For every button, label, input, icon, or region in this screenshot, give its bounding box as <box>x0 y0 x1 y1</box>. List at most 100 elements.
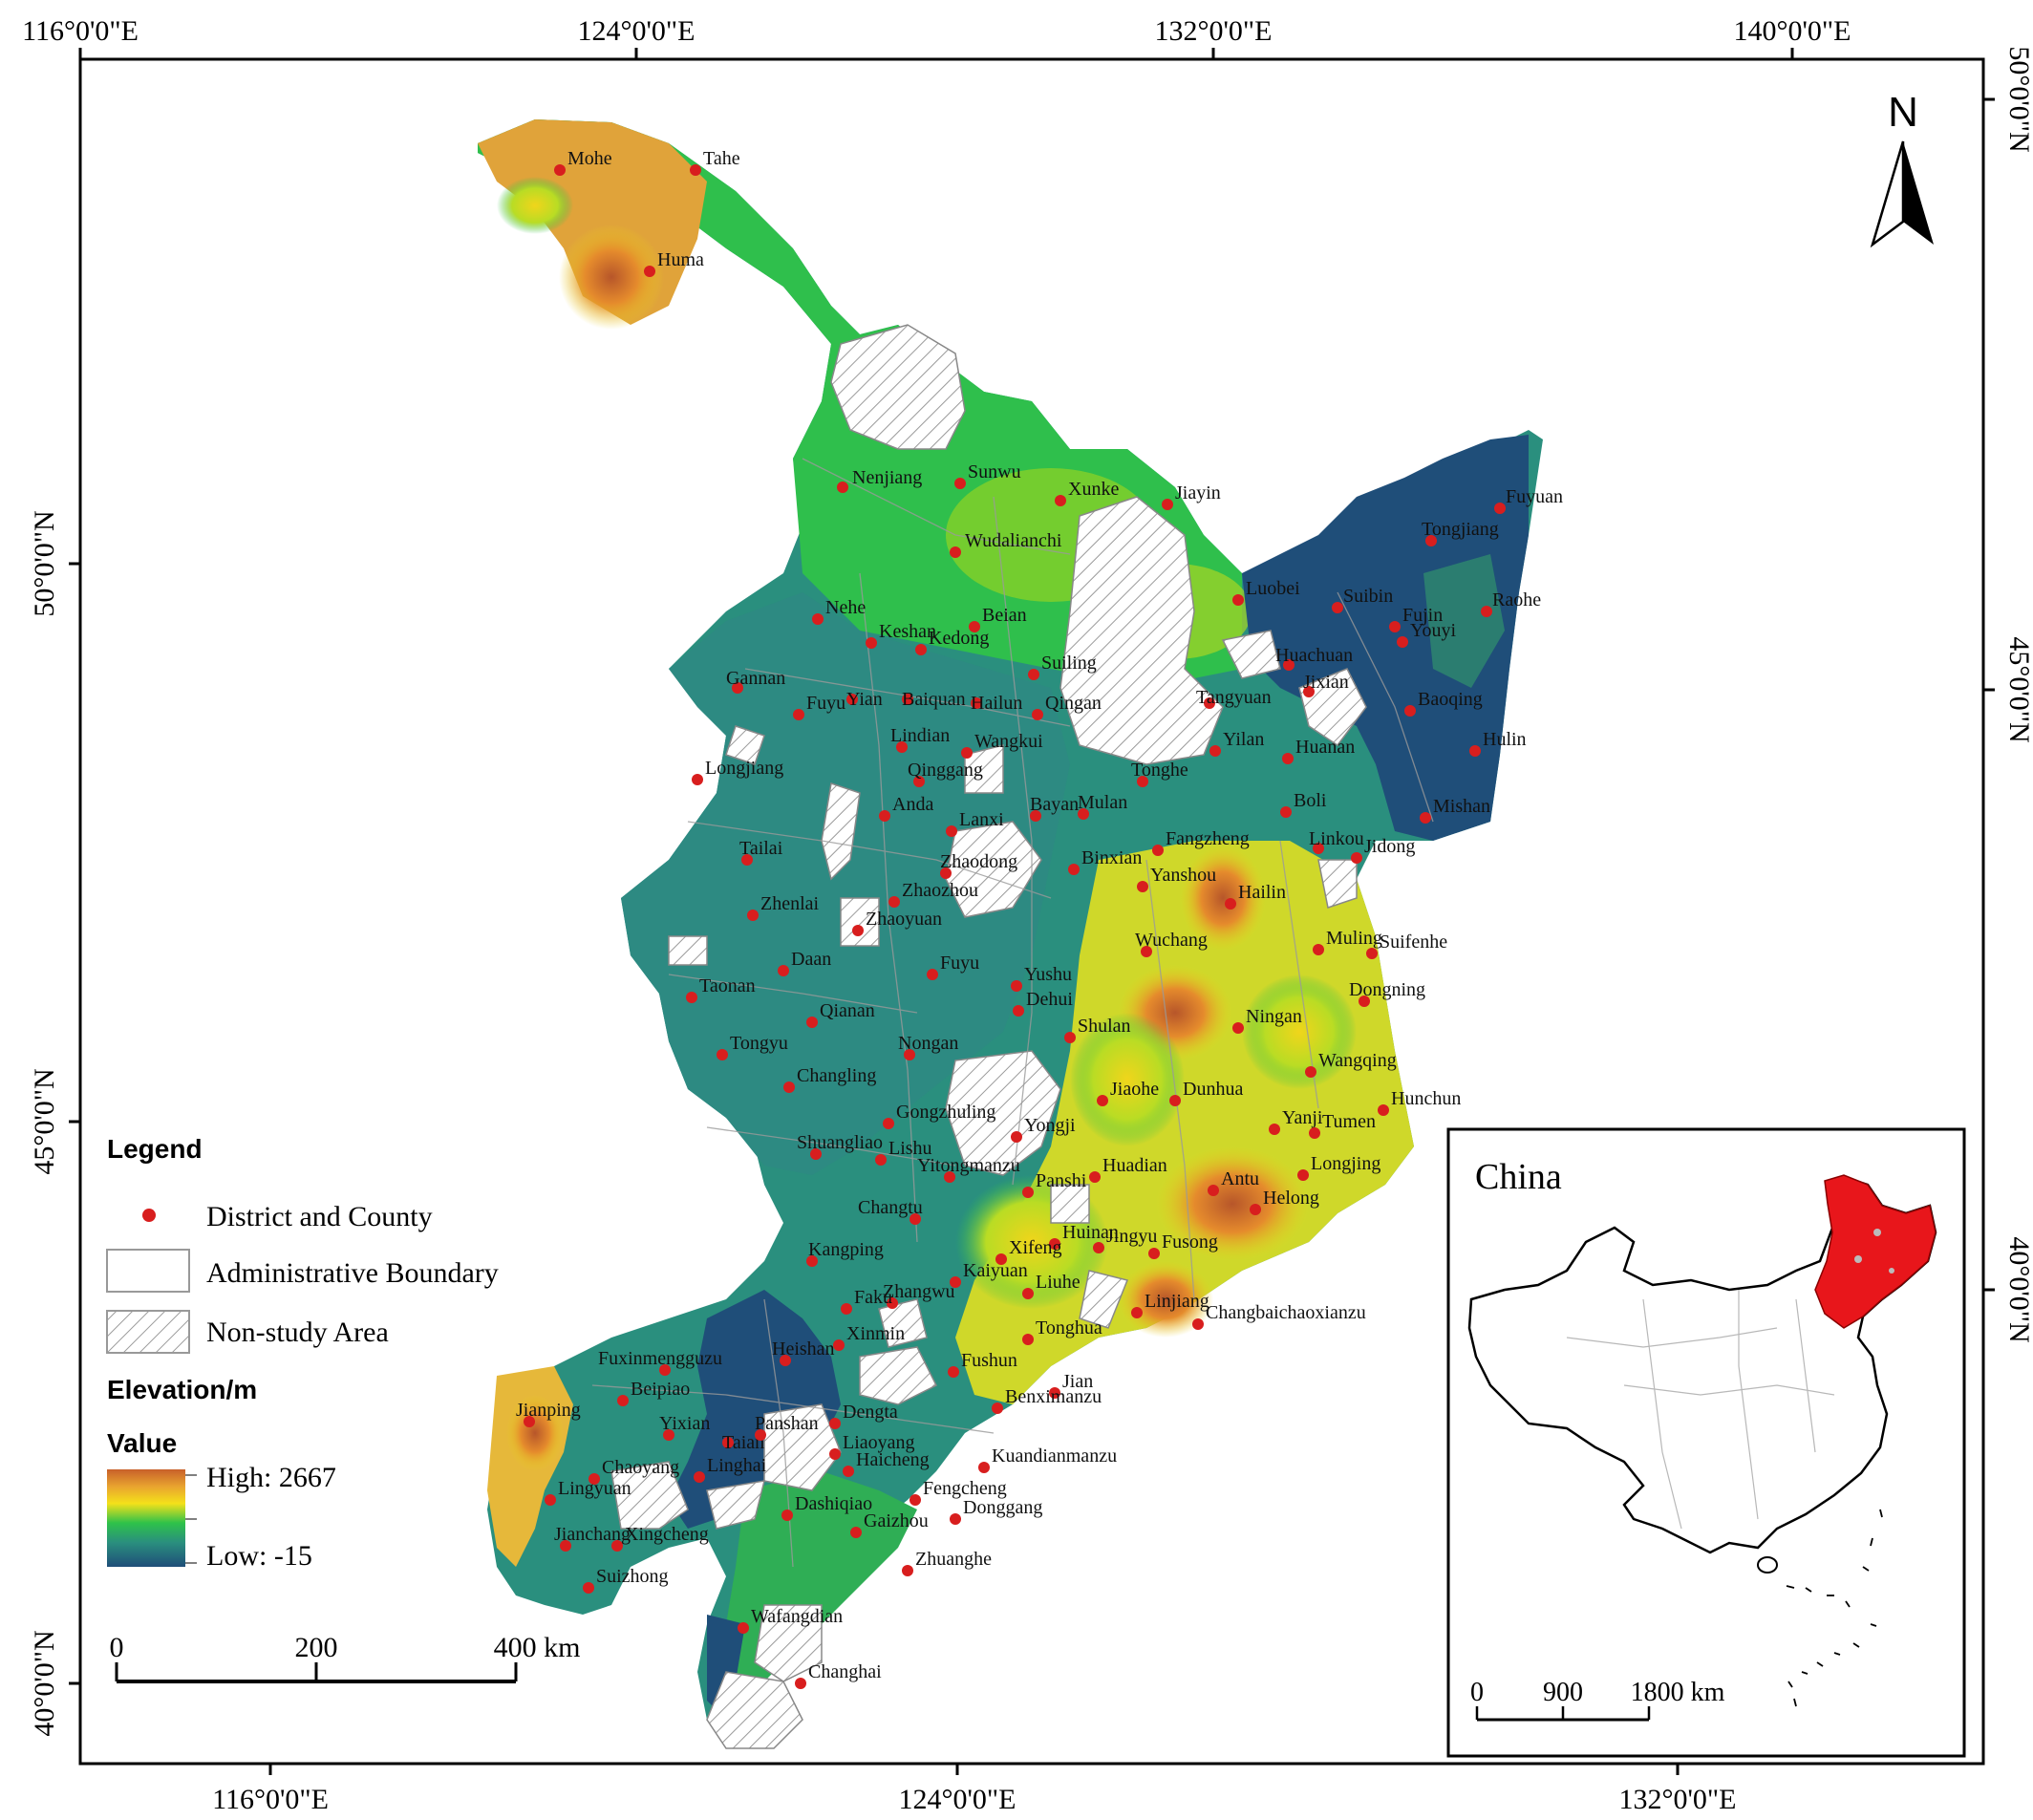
lon-label-top-3: 132°0'0"E <box>1155 15 1273 47</box>
district-tailai: Tailai <box>739 838 783 866</box>
district-label: Wuchang <box>1135 930 1208 951</box>
district-liaoyang: Liaoyang <box>829 1432 915 1460</box>
legend-high-label: High: 2667 <box>206 1462 336 1493</box>
district-label: Liuhe <box>1036 1272 1081 1293</box>
district-points: Mohe Tahe Huma Nenjiang Sunwu Xunke Jiayin Fuyu… <box>516 148 1563 1689</box>
district-label: Jingyu <box>1106 1226 1157 1247</box>
district-point <box>902 1565 913 1576</box>
district-point <box>1137 776 1148 787</box>
district-label: Tailai <box>739 838 783 859</box>
district-label: Mohe <box>567 148 612 169</box>
district-point <box>846 694 858 705</box>
district-label: Wangkui <box>974 731 1043 752</box>
district-point <box>778 965 789 976</box>
district-label: Youyi <box>1410 620 1456 641</box>
district-point <box>732 682 743 694</box>
district-point <box>1208 1185 1219 1196</box>
district-binxian: Binxian <box>1068 847 1142 875</box>
district-point <box>1028 669 1039 680</box>
district-suifenhe: Suifenhe <box>1366 931 1447 959</box>
district-label: Changling <box>797 1065 876 1086</box>
district-point <box>1389 621 1401 632</box>
scale-tick-0: 0 <box>110 1632 124 1663</box>
district-xingcheng: Xingcheng <box>611 1524 709 1552</box>
district-label: Dengta <box>843 1402 898 1423</box>
inset-map: China <box>1446 1127 1966 1758</box>
district-label: Tongyu <box>730 1033 788 1054</box>
legend-title: Legend <box>107 1134 203 1164</box>
district-point <box>1351 852 1362 864</box>
district-label: Fuyu <box>806 693 845 714</box>
district-point <box>1022 1334 1034 1345</box>
district-label: Linghai <box>707 1455 767 1476</box>
district-label: Hailin <box>1238 882 1286 903</box>
district-point <box>1011 1131 1022 1143</box>
district-point <box>783 1081 795 1093</box>
scale-tick-400: 400 km <box>494 1632 581 1663</box>
district-label: Xinmin <box>846 1323 905 1344</box>
district-label: Zhuanghe <box>915 1549 992 1570</box>
district-linkou: Linkou <box>1309 828 1364 854</box>
district-point <box>690 164 701 176</box>
district-point <box>1209 745 1221 757</box>
district-point <box>644 266 655 277</box>
district-label: Tongjiang <box>1422 519 1499 540</box>
district-label: Yilan <box>1223 729 1264 750</box>
district-faku: Faku <box>841 1287 892 1315</box>
district-point <box>896 741 908 753</box>
district-point <box>1269 1124 1280 1135</box>
district-label: Muling <box>1326 928 1382 949</box>
district-point <box>694 1471 705 1483</box>
district-label: Heishan <box>772 1338 835 1360</box>
district-label: Hailun <box>971 693 1022 714</box>
district-label: Fuxinmengguzu <box>598 1348 722 1369</box>
district-huachuan: Huachuan <box>1275 645 1353 671</box>
district-label: Kangping <box>808 1239 884 1260</box>
district-label: Luobei <box>1246 578 1300 599</box>
district-point <box>583 1582 594 1594</box>
district-yushu: Yushu <box>1011 964 1072 992</box>
district-point <box>992 1402 1003 1414</box>
district-point <box>927 969 938 980</box>
district-point <box>1204 697 1215 709</box>
district-point <box>1250 1204 1261 1215</box>
district-label: Hulin <box>1483 729 1527 750</box>
district-label: Jiayin <box>1175 482 1221 503</box>
district-point <box>887 1297 898 1309</box>
district-point <box>1332 602 1343 613</box>
district-point <box>588 1473 600 1485</box>
district-point <box>1282 753 1294 764</box>
district-label: Yian <box>846 689 883 710</box>
district-tumen: Tumen <box>1309 1111 1376 1139</box>
district-label: Boli <box>1294 790 1327 811</box>
district-changhai: Changhai <box>795 1661 882 1689</box>
district-point <box>747 910 759 921</box>
district-lishu: Lishu <box>875 1138 932 1166</box>
district-yanji: Yanji <box>1269 1107 1323 1135</box>
district-point <box>1378 1104 1389 1116</box>
district-label: Yitongmanzu <box>917 1155 1020 1176</box>
district-fengcheng: Fengcheng <box>910 1478 1007 1506</box>
district-hulin: Hulin <box>1469 729 1527 757</box>
district-yilan: Yilan <box>1209 729 1264 757</box>
district-label: Tonghe <box>1131 760 1188 781</box>
district-dashiqiao: Dashiqiao <box>781 1493 872 1521</box>
district-point <box>829 1418 841 1429</box>
district-heishan: Heishan <box>772 1338 835 1366</box>
district-point <box>1420 812 1431 824</box>
district-label: Yongji <box>1024 1115 1076 1136</box>
district-xunke: Xunke <box>1055 479 1119 506</box>
district-tahe: Tahe <box>690 148 740 176</box>
lat-label-left-2: 45°0'0"N <box>29 1068 60 1174</box>
district-longjing: Longjing <box>1297 1153 1380 1181</box>
district-point <box>524 1416 535 1427</box>
district-point <box>1280 806 1292 818</box>
lat-label-right-2: 45°0'0"N <box>2003 636 2033 742</box>
district-liuhe: Liuhe <box>1022 1272 1081 1299</box>
district-label: Huinan <box>1062 1222 1119 1243</box>
district-point <box>692 774 703 785</box>
district-xinmin: Xinmin <box>833 1323 905 1351</box>
district-label: Changhai <box>808 1661 882 1682</box>
district-fushun: Fushun <box>948 1350 1017 1378</box>
district-label: Gannan <box>726 668 785 689</box>
